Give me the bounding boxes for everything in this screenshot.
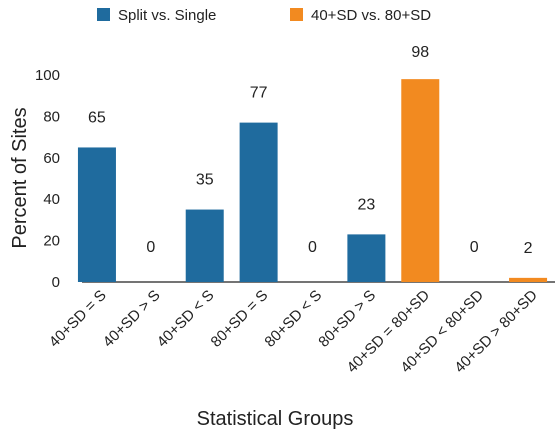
x-tick-label: 80+SD = S bbox=[208, 287, 272, 351]
data-label: 98 bbox=[411, 44, 429, 61]
data-label: 23 bbox=[357, 196, 375, 213]
bar bbox=[77, 147, 116, 282]
legend-label: Split vs. Single bbox=[118, 7, 216, 24]
y-axis-ticks: 0 20 40 60 80 100 bbox=[35, 67, 60, 291]
bars bbox=[77, 79, 548, 282]
data-label: 0 bbox=[470, 239, 479, 256]
bar bbox=[401, 79, 440, 282]
data-label: 0 bbox=[308, 239, 317, 256]
x-tick-label: 40+SD < S bbox=[154, 287, 218, 351]
bar bbox=[509, 277, 548, 282]
data-labels: 65 0 35 77 0 23 98 0 2 bbox=[88, 44, 533, 257]
data-label: 35 bbox=[196, 172, 214, 189]
legend-swatch bbox=[97, 8, 110, 21]
x-axis-title: Statistical Groups bbox=[197, 408, 354, 430]
legend-label: 40+SD vs. 80+SD bbox=[311, 7, 431, 24]
bar bbox=[239, 122, 278, 282]
y-tick-label: 0 bbox=[52, 274, 60, 291]
bar bbox=[347, 234, 386, 282]
x-tick-label: 40+SD = S bbox=[46, 287, 110, 351]
x-tick-label: 80+SD < S bbox=[261, 287, 325, 351]
y-tick-label: 40 bbox=[43, 191, 60, 208]
legend: Split vs. Single 40+SD vs. 80+SD bbox=[97, 7, 431, 24]
y-axis-title: Percent of Sites bbox=[9, 107, 31, 248]
legend-swatch bbox=[290, 8, 303, 21]
bar bbox=[185, 209, 224, 282]
y-tick-label: 60 bbox=[43, 150, 60, 167]
y-tick-label: 20 bbox=[43, 233, 60, 250]
data-label: 2 bbox=[524, 240, 533, 257]
y-tick-label: 100 bbox=[35, 67, 60, 84]
data-label: 65 bbox=[88, 109, 106, 126]
data-label: 77 bbox=[250, 85, 268, 102]
x-axis-ticks: 40+SD = S40+SD > S40+SD < S80+SD = S80+S… bbox=[46, 287, 541, 377]
x-tick-label: 40+SD > S bbox=[100, 287, 164, 351]
y-tick-label: 80 bbox=[43, 108, 60, 125]
data-label: 0 bbox=[146, 239, 155, 256]
